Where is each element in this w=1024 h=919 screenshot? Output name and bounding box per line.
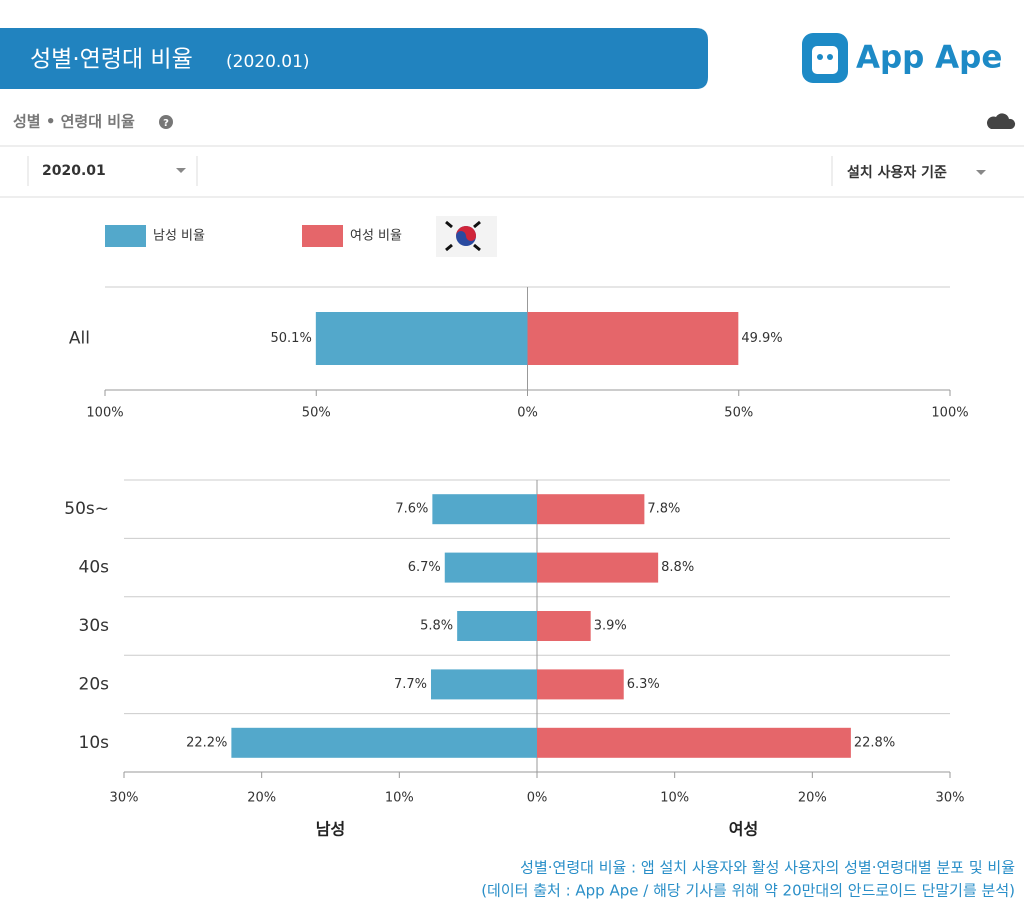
header-date: (2020.01) bbox=[226, 52, 310, 72]
value-label: 22.2% bbox=[186, 735, 227, 750]
dropdown-arrow bbox=[976, 170, 986, 175]
period-value: 2020.01 bbox=[42, 163, 106, 179]
value-label: 7.7% bbox=[394, 677, 427, 692]
legend-swatch bbox=[105, 225, 146, 247]
x-tick-label: 100% bbox=[931, 406, 968, 421]
category-label: 40s bbox=[79, 558, 110, 578]
bar bbox=[315, 312, 528, 365]
value-label: 7.8% bbox=[647, 502, 680, 517]
x-tick-label: 0% bbox=[517, 406, 538, 421]
flag-trigrams bbox=[445, 220, 481, 252]
value-label: 22.8% bbox=[854, 735, 895, 750]
value-label: 6.7% bbox=[408, 560, 441, 575]
value-label: 6.3% bbox=[627, 677, 660, 692]
value-label: 50.1% bbox=[271, 331, 312, 346]
logo-eye bbox=[817, 54, 823, 60]
bar bbox=[537, 669, 624, 700]
bar bbox=[430, 669, 537, 700]
header-title: 성별·연령대 비율 bbox=[30, 47, 193, 73]
category-label: 20s bbox=[79, 674, 110, 694]
header-bar bbox=[0, 28, 708, 89]
x-tick-label: 0% bbox=[527, 791, 548, 806]
flag bbox=[436, 216, 497, 257]
category-label: All bbox=[69, 329, 90, 349]
category-label: 50s~ bbox=[64, 499, 109, 519]
footnote: (데이터 출처 : App Ape / 해당 기사를 위해 약 20만대의 안드… bbox=[481, 882, 1015, 900]
value-label: 49.9% bbox=[741, 331, 782, 346]
value-label: 5.8% bbox=[420, 619, 453, 634]
basis-dropdown[interactable]: 설치 사용자 기준 bbox=[847, 165, 986, 181]
help-icon[interactable] bbox=[159, 115, 173, 129]
bar bbox=[231, 727, 537, 758]
x-tick-label: 10% bbox=[660, 791, 689, 806]
legend-label: 여성 비율 bbox=[350, 229, 402, 244]
x-tick-label: 20% bbox=[247, 791, 276, 806]
value-label: 3.9% bbox=[594, 619, 627, 634]
category-label: 10s bbox=[79, 733, 110, 753]
bar bbox=[432, 494, 537, 525]
x-tick-label: 50% bbox=[724, 406, 753, 421]
bar bbox=[537, 727, 851, 758]
basis-value: 설치 사용자 기준 bbox=[847, 165, 947, 181]
flag-taegeuk-red bbox=[456, 226, 476, 241]
logo: App Ape bbox=[802, 33, 1002, 83]
dropdown-arrow bbox=[176, 168, 186, 173]
download-icon[interactable] bbox=[987, 113, 1016, 129]
x-tick-label: 30% bbox=[936, 791, 965, 806]
x-tick-label: 30% bbox=[110, 791, 139, 806]
legend-label: 남성 비율 bbox=[153, 229, 205, 244]
category-label: 30s bbox=[79, 616, 110, 636]
value-label: 7.6% bbox=[395, 502, 428, 517]
period-dropdown[interactable]: 2020.01 bbox=[42, 163, 186, 179]
logo-text: App Ape bbox=[856, 40, 1002, 76]
footnote: 성별·연령대 비율 : 앱 설치 사용자와 활성 사용자의 성별·연령대별 분포… bbox=[520, 859, 1015, 877]
x-tick-label: 100% bbox=[86, 406, 123, 421]
bar bbox=[444, 552, 537, 583]
bar bbox=[527, 312, 739, 365]
value-label: 8.8% bbox=[661, 560, 694, 575]
bar bbox=[537, 552, 659, 583]
x-tick-label: 20% bbox=[798, 791, 827, 806]
side-label: 여성 bbox=[729, 820, 758, 839]
bar bbox=[457, 611, 537, 641]
logo-face bbox=[812, 46, 838, 74]
x-tick-label: 50% bbox=[302, 406, 331, 421]
bar bbox=[537, 611, 591, 641]
logo-eye bbox=[827, 54, 833, 60]
bar bbox=[537, 494, 645, 525]
legend-swatch bbox=[302, 225, 343, 247]
side-label: 남성 bbox=[316, 820, 345, 839]
help-mark: ? bbox=[163, 118, 169, 129]
section-title: 성별 • 연령대 비율 bbox=[13, 113, 135, 131]
x-tick-label: 10% bbox=[385, 791, 414, 806]
